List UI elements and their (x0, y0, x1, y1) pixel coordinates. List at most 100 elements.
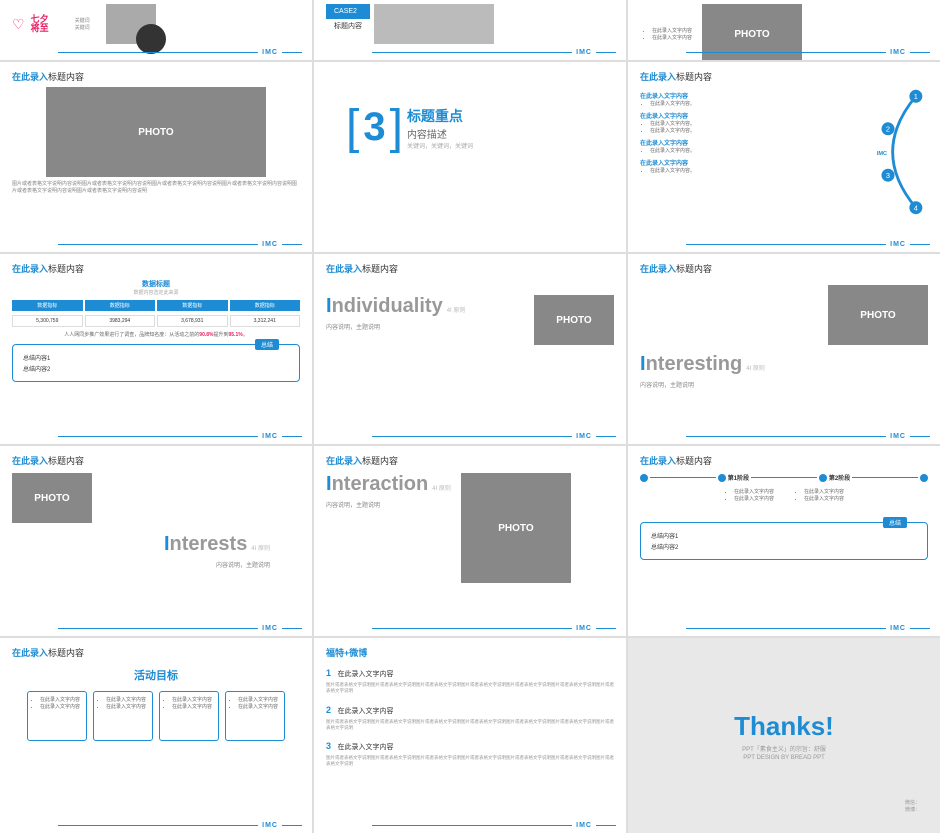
slide-goals: 在此录入标题内容 活动目标 在此录入文字内容在此录入文字内容 在此录入文字内容在… (0, 638, 312, 833)
keyword: 关键词 (75, 24, 90, 31)
big-word: Interests (164, 533, 247, 555)
sub-4i: 4I 原则 (746, 366, 765, 372)
timeline-dot (819, 474, 827, 482)
bullet: 在此录入文字内容 (804, 488, 844, 495)
slide-arc-list: 在此录入标题内容 在此录入文字内容 在此录入文字内容。 在此录入文字内容 在此录… (628, 62, 940, 252)
list-desc: 图片或者表格文字说明图片或者表格文字说明图片或者表格文字说明图片或者表格文字说明… (326, 755, 614, 767)
big-word: Interaction (326, 473, 428, 495)
list-title: 在此录入文字内容 (337, 708, 393, 715)
data-header: 数据指标 (157, 300, 228, 311)
section-title: 标题重点 (407, 106, 473, 126)
data-subtitle: 数据内容选定此来源 (12, 289, 300, 296)
summary-line: 总结内容2 (23, 364, 289, 373)
photo-placeholder: PHOTO (461, 473, 571, 583)
title-prefix: 在此录入 (12, 72, 48, 82)
heart-icon: ♡ (12, 16, 25, 33)
contact-weibo: 微博： (905, 806, 920, 813)
bullet: 在此录入文字内容。 (650, 127, 838, 134)
photo-placeholder: PHOTO (46, 87, 266, 177)
list-desc: 图片或者表格文字说明图片或者表格文字说明图片或者表格文字说明图片或者表格文字说明… (326, 719, 614, 731)
sub-4i: 4I 原则 (447, 308, 466, 314)
imc-footer: IMC (58, 822, 302, 829)
svg-text:4: 4 (914, 204, 918, 213)
list-heading: 在此录入文字内容 (640, 111, 838, 120)
slide-interaction: 在此录入标题内容 Interaction4I 原则 内容说明，主题说明 PHOT… (314, 446, 626, 636)
imc-footer: IMC (58, 625, 302, 632)
imc-footer: IMC (686, 433, 930, 440)
section-number: 3 (363, 105, 385, 150)
summary-label: 总结 (255, 339, 279, 350)
phase-label: 第1阶段 (728, 473, 749, 482)
goal-box: 在此录入文字内容在此录入文字内容 (93, 691, 153, 741)
photo-placeholder (106, 4, 156, 44)
title-suffix: 标题内容 (676, 456, 712, 466)
slide-large-photo: 在此录入标题内容 PHOTO 图片或者表格文字说明内容说明图片或者表格文字说明内… (0, 62, 312, 252)
sub-4i: 4I 原则 (432, 486, 451, 492)
slide-case2: CASE2 标题内容 IMC (314, 0, 626, 60)
list-heading: 在此录入文字内容 (640, 138, 838, 147)
bullet: 在此录入文字内容。 (650, 167, 838, 174)
slide-bullets-photo: 在此录入文字内容 在此录入文字内容 PHOTO IMC (628, 0, 940, 60)
imc-footer: IMC (686, 625, 930, 632)
stat-text: 人人网同步推广效果进行了调查，品牌知名度：从活动之前的 (64, 332, 199, 338)
section-keywords: 关键词，关键词，关键词 (407, 141, 473, 150)
qixi-text2: 将至 (31, 24, 49, 33)
title-prefix: 在此录入 (12, 648, 48, 658)
big-word: Interesting (640, 353, 742, 375)
bullet: 在此录入文字内容 (804, 495, 844, 502)
contact-wechat: 微信： (905, 799, 920, 806)
case2-sub: 标题内容 (326, 19, 370, 33)
summary-line: 总结内容1 (23, 353, 289, 362)
slide-qixi: ♡ 七夕 将至 关键词 关键词 IMC (0, 0, 312, 60)
title-prefix: 在此录入 (640, 264, 676, 274)
imc-footer: IMC (686, 49, 930, 56)
slide-data-table: 在此录入标题内容 数据标题 数据内容选定此来源 数据指标 数据指标 数据指标 数… (0, 254, 312, 444)
svg-text:2: 2 (886, 125, 890, 134)
title-prefix: 在此录入 (640, 72, 676, 82)
title-suffix: 标题内容 (48, 648, 84, 658)
goals-title: 活动目标 (12, 667, 300, 683)
photo-placeholder: PHOTO (828, 285, 928, 345)
imc-footer: IMC (372, 49, 616, 56)
bullet: 在此录入文字内容。 (650, 100, 838, 107)
stat-value: 90.8% (199, 332, 213, 338)
slide-grid: ♡ 七夕 将至 关键词 关键词 IMC CASE2 标题内容 IMC (0, 0, 940, 833)
timeline-dot (718, 474, 726, 482)
thanks-subtitle: PPT「素食主义」的宗旨：舒服 (742, 744, 826, 753)
title-suffix: 标题内容 (48, 72, 84, 82)
data-value: 5,300,759 (12, 315, 83, 327)
imc-footer: IMC (58, 241, 302, 248)
svg-text:3: 3 (886, 171, 890, 180)
data-value: 3,678,931 (157, 315, 228, 327)
slide-fute-weibo: 福特+微博 1 在此录入文字内容 图片或者表格文字说明图片或者表格文字说明图片或… (314, 638, 626, 833)
list-heading: 在此录入文字内容 (640, 91, 838, 100)
imc-footer: IMC (58, 49, 302, 56)
imc-footer: IMC (372, 625, 616, 632)
summary-line: 总结内容2 (651, 542, 917, 551)
imc-footer: IMC (58, 433, 302, 440)
imc-footer: IMC (372, 822, 616, 829)
fute-title: 福特+微博 (326, 648, 367, 658)
bullet: 在此录入文字内容 (734, 488, 774, 495)
photo-placeholder: PHOTO (12, 473, 92, 523)
summary-label: 总结 (883, 517, 907, 528)
word-desc: 内容说明，主题说明 (12, 560, 270, 569)
list-number: 2 (326, 705, 331, 715)
title-suffix: 标题内容 (48, 264, 84, 274)
imc-footer: IMC (686, 241, 930, 248)
bullet: 在此录入文字内容 (652, 27, 692, 34)
timeline-dot (640, 474, 648, 482)
goal-box: 在此录入文字内容在此录入文字内容 (27, 691, 87, 741)
title-suffix: 标题内容 (362, 456, 398, 466)
data-value: 3983,294 (85, 315, 156, 327)
stat-mid: 提升到 (213, 332, 228, 338)
svg-text:1: 1 (914, 92, 918, 101)
title-prefix: 在此录入 (12, 456, 48, 466)
photo-placeholder (374, 4, 494, 44)
data-header: 数据指标 (12, 300, 83, 311)
slide-individuality: 在此录入标题内容 Individuality4I 原则 内容说明，主题说明 PH… (314, 254, 626, 444)
slide-interests: 在此录入标题内容 PHOTO Interests4I 原则 内容说明，主题说明 … (0, 446, 312, 636)
word-desc: 内容说明，主题说明 (326, 322, 524, 331)
bullet: 在此录入文字内容。 (650, 120, 838, 127)
list-heading: 在此录入文字内容 (640, 158, 838, 167)
